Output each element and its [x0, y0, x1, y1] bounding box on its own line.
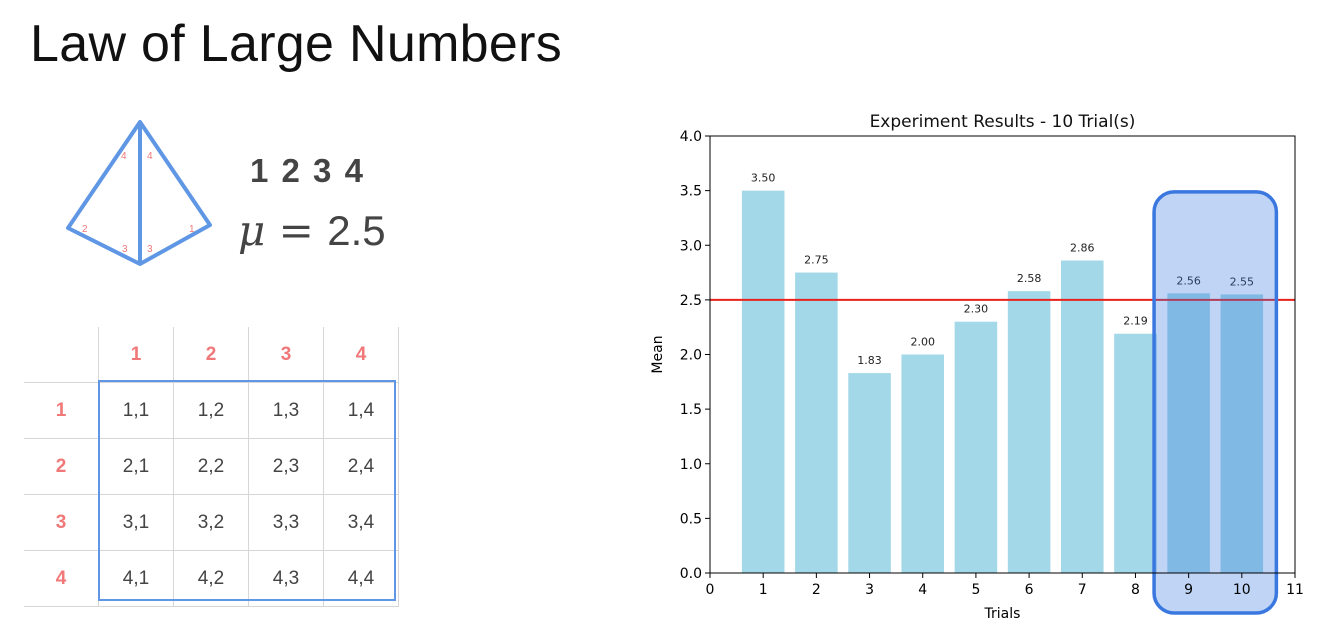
grid-column-header: 1: [98, 327, 174, 383]
grid-cell: 4,4: [323, 550, 399, 607]
x-tick-label: 1: [759, 582, 768, 598]
bar: [741, 190, 785, 573]
bar: [1007, 291, 1051, 573]
x-tick-label: 10: [1233, 582, 1251, 598]
grid-row-header: 1: [24, 382, 99, 439]
y-tick-label: 1.5: [680, 402, 702, 418]
grid-cell: 1,2: [173, 382, 249, 439]
bar: [848, 373, 891, 573]
grid-row: 4 4,1 4,2 4,3 4,4: [24, 550, 399, 607]
grid-cell: 2,3: [248, 438, 324, 495]
grid-row: 1 1,1 1,2 1,3 1,4: [24, 382, 399, 439]
experiment-results-chart: 3.502.751.832.002.302.582.862.192.56 2.55…: [650, 112, 1304, 622]
y-tick-label: 0.0: [680, 566, 702, 582]
bar: [1061, 260, 1104, 573]
grid-row: 3 3,1 3,2 3,3 3,4: [24, 494, 399, 551]
x-tick-label: 0: [706, 582, 715, 598]
chart-title: Experiment Results - 10 Trial(s): [870, 112, 1136, 132]
mean-value: 2.5: [327, 207, 386, 254]
x-tick-label: 3: [865, 582, 874, 598]
bar: [1220, 294, 1264, 573]
y-tick-label: 2.5: [680, 293, 702, 309]
grid-row-header: 3: [24, 494, 99, 551]
die-faces: 1 2 3 4: [250, 152, 363, 189]
outcome-grid: 1 2 3 4 1 1,1 1,2 1,3 1,4 2 2,1 2,2 2,3 …: [24, 327, 399, 607]
grid-header-row: 1 2 3 4: [24, 327, 399, 383]
y-tick-label: 4.0: [680, 129, 702, 145]
mean-equals: =: [278, 206, 314, 255]
edge-label-bottom-right: 3: [147, 244, 153, 255]
bar-value-label: 2.00: [910, 336, 935, 349]
grid-column-header: 4: [323, 327, 399, 383]
bar: [954, 321, 998, 573]
edge-label-left-top: 4: [121, 151, 127, 162]
y-axis-label: Mean: [650, 335, 666, 373]
grid-cell: 1,3: [248, 382, 324, 439]
tetrahedron-die-icon: 4 4 2 3 3 1: [66, 120, 212, 266]
grid-cell: 2,4: [323, 438, 399, 495]
page-title: Law of Large Numbers: [30, 15, 563, 73]
grid-cell: 4,1: [98, 550, 174, 607]
y-tick-label: 2.0: [680, 348, 702, 364]
y-tick-label: 1.0: [680, 457, 702, 473]
bar-value-label: 2.19: [1123, 315, 1148, 328]
grid-row-header: 2: [24, 438, 99, 495]
edge-label-left: 2: [82, 224, 88, 235]
grid-cell: 4,2: [173, 550, 249, 607]
bar-value-label: 3.50: [751, 172, 776, 185]
bar: [795, 272, 838, 573]
trials-highlight-box: [1152, 190, 1279, 615]
bar-value-label: 2.55: [1230, 275, 1255, 288]
grid-cell: 4,3: [248, 550, 324, 607]
y-tick-label: 3.0: [680, 238, 702, 254]
bar: [901, 354, 944, 573]
mean-equation: μ = 2.5: [238, 206, 386, 255]
grid-row-header: 4: [24, 550, 99, 607]
x-tick-label: 6: [1025, 582, 1034, 598]
x-tick-label: 9: [1184, 582, 1193, 598]
edge-label-bottom-left: 3: [122, 244, 128, 255]
grid-cell: 1,1: [98, 382, 174, 439]
grid-cell: 3,3: [248, 494, 324, 551]
bar-value-label: 2.75: [804, 254, 829, 267]
grid-column-header: 2: [173, 327, 249, 383]
edge-label-right: 1: [189, 224, 195, 235]
x-tick-label: 4: [918, 582, 927, 598]
grid-cell: 3,1: [98, 494, 174, 551]
bar: [1114, 333, 1157, 573]
x-tick-label: 5: [971, 582, 980, 598]
y-tick-label: 0.5: [680, 511, 702, 527]
x-tick-label: 8: [1131, 582, 1140, 598]
bar-value-label: 2.30: [964, 303, 989, 316]
bar-value-label: 2.56: [1176, 274, 1201, 287]
x-tick-label: 7: [1078, 582, 1087, 598]
grid-cell: 2,1: [98, 438, 174, 495]
y-tick-label: 3.5: [680, 184, 702, 200]
x-axis-label: Trials: [984, 606, 1021, 622]
bar-value-label: 2.58: [1017, 272, 1042, 285]
grid-row: 2 2,1 2,2 2,3 2,4: [24, 438, 399, 495]
x-tick-label: 2: [812, 582, 821, 598]
grid-cell: 3,2: [173, 494, 249, 551]
edge-label-right-top: 4: [147, 151, 153, 162]
grid-corner: [24, 327, 99, 383]
grid-column-header: 3: [248, 327, 324, 383]
x-tick-label: 11: [1286, 582, 1304, 598]
grid-cell: 2,2: [173, 438, 249, 495]
mean-symbol: μ: [238, 206, 266, 255]
bar: [1167, 293, 1210, 573]
bar-value-label: 1.83: [857, 354, 882, 367]
grid-cell: 1,4: [323, 382, 399, 439]
grid-cell: 3,4: [323, 494, 399, 551]
bar-value-label: 2.86: [1070, 242, 1095, 255]
